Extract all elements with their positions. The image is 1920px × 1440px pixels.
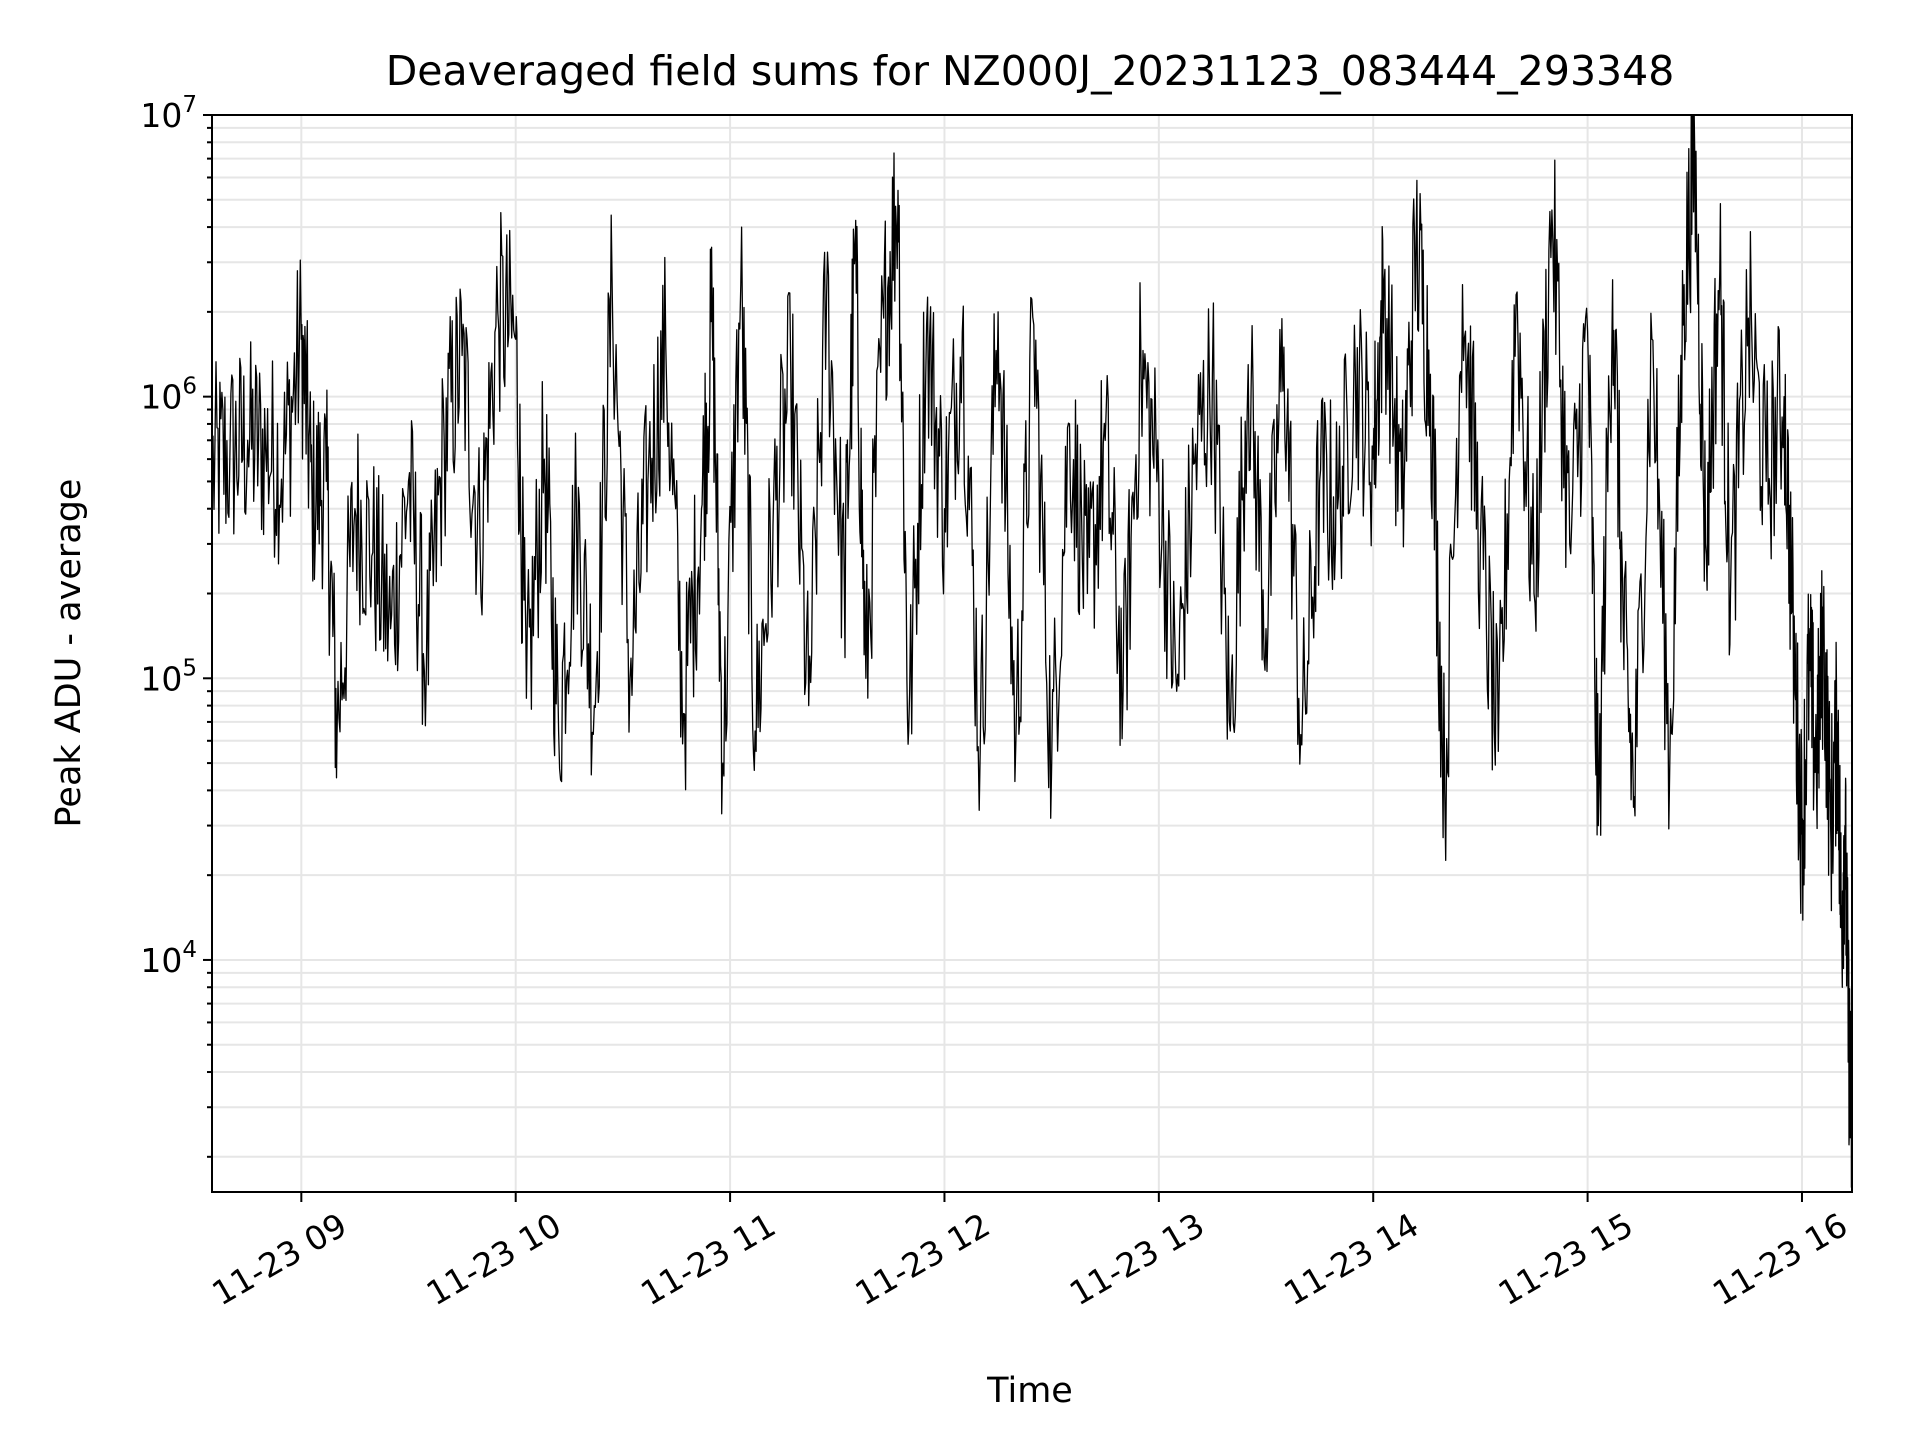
y-tick-label: 105 [140,655,197,698]
plot-area [211,114,1853,1188]
y-tick-label: 106 [140,374,197,417]
y-axis-label: Peak ADU - average [49,479,89,828]
series-line [211,114,1853,1188]
plot-frame [211,114,1853,1193]
y-tick-label: 107 [140,92,197,135]
y-axis: 104 105 106 107 [140,92,212,1158]
y-tick-label: 104 [140,937,197,980]
x-axis-label: Time [986,1371,1073,1411]
chart-title: Deaveraged field sums for NZ000J_2023112… [386,47,1675,95]
